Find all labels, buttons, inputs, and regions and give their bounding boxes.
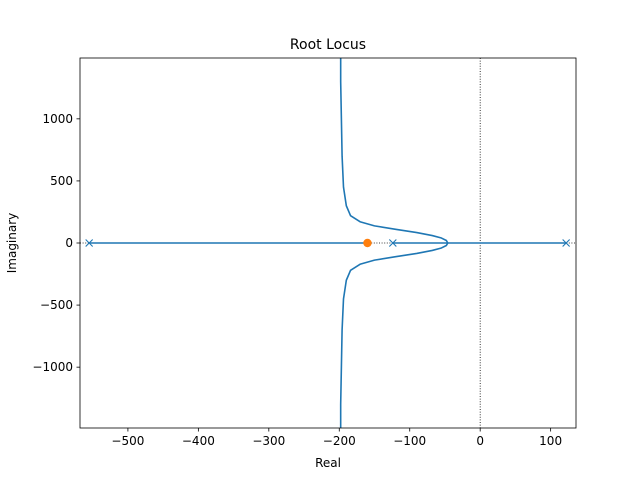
y-tick-label: 500 (50, 174, 73, 188)
plot-content (80, 58, 576, 428)
y-tick-label: 1000 (42, 112, 73, 126)
pole-stroke (562, 239, 571, 247)
pole-stroke (388, 239, 397, 247)
chart-title: Root Locus (290, 37, 366, 53)
locus-branch-5 (339, 242, 449, 428)
x-tick-label: −500 (111, 434, 144, 448)
x-tick-label: −300 (252, 434, 285, 448)
y-tick-label: −500 (40, 298, 73, 312)
pole-stroke (85, 239, 94, 247)
x-tick-label: 100 (539, 434, 562, 448)
pole-marker-1 (85, 239, 94, 247)
pole-marker-3 (562, 239, 571, 247)
y-axis-label: Imaginary (5, 213, 19, 274)
zero-marker-1 (363, 238, 372, 248)
x-tick-label: −400 (182, 434, 215, 448)
locus-branch-4 (339, 58, 449, 244)
plot-area (79, 57, 577, 429)
pole-marker-2 (388, 239, 397, 247)
y-tick-label: 0 (65, 236, 73, 250)
y-tick-label: −1000 (32, 360, 73, 374)
x-axis-label: Real (315, 456, 341, 470)
ticks: −500 −400 −300 −200 −100 0 100−1000−5000500100… (32, 112, 562, 448)
x-tick-label: −200 (323, 434, 356, 448)
x-tick-label: −100 (393, 434, 426, 448)
x-tick-label: 0 (476, 434, 484, 448)
